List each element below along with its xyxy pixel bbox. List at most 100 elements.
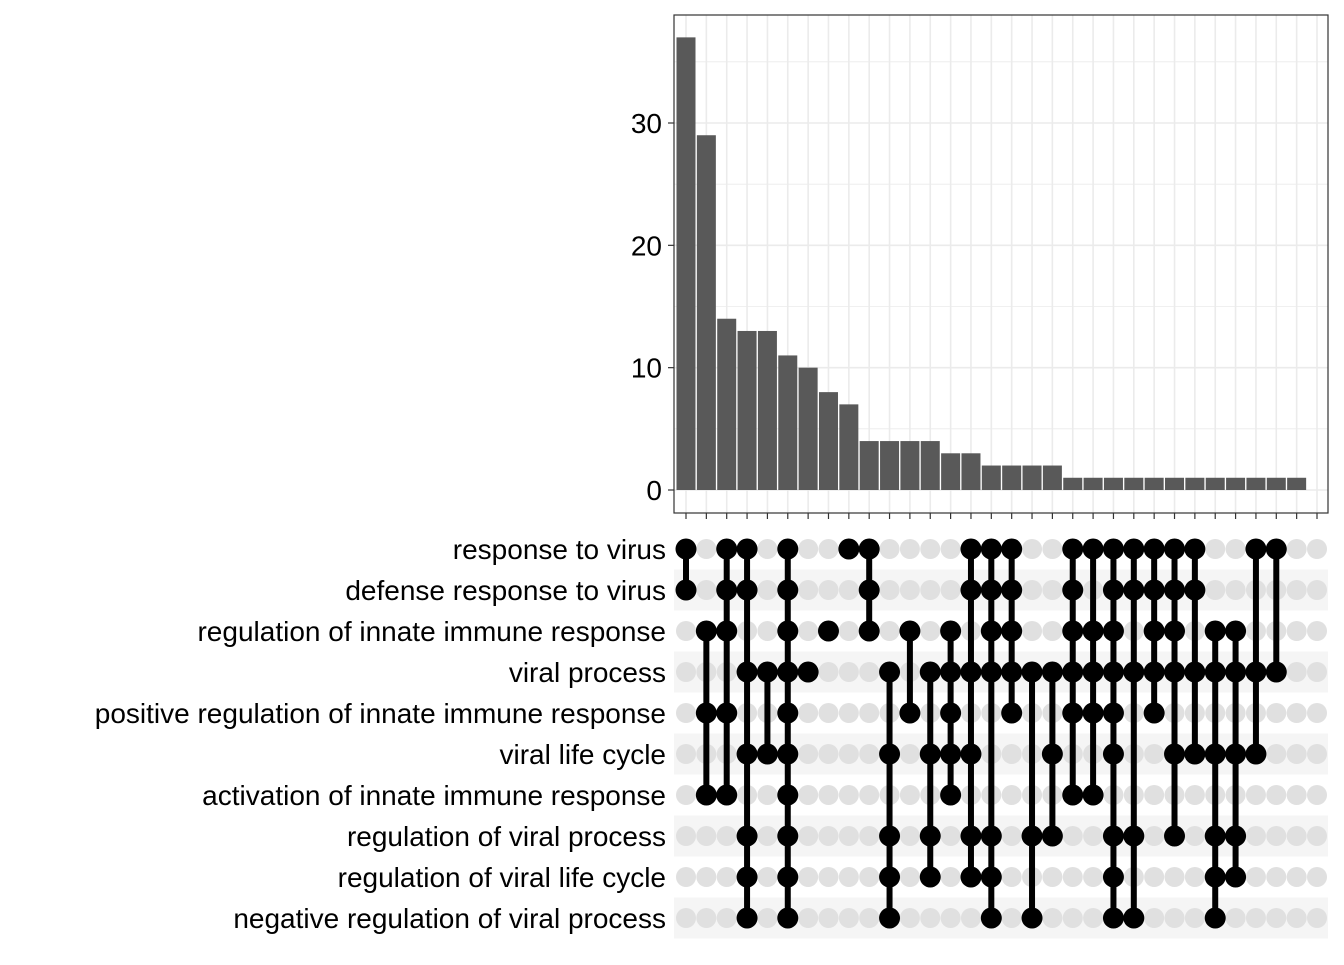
- matrix-dot-active: [1204, 825, 1226, 847]
- matrix-dot-inactive: [1286, 867, 1307, 887]
- set-label: regulation of viral life cycle: [338, 862, 666, 893]
- matrix-dot-active: [1164, 538, 1186, 560]
- matrix-dot-inactive: [899, 826, 920, 846]
- bar: [1103, 477, 1123, 490]
- matrix-dot-active: [1164, 661, 1186, 683]
- matrix-dot-active: [1123, 825, 1145, 847]
- matrix-dot-inactive: [696, 908, 717, 928]
- matrix-dot-active: [736, 907, 758, 929]
- matrix-dot-active: [716, 538, 738, 560]
- matrix-dot-active: [940, 702, 962, 724]
- y-tick-label: 20: [631, 230, 662, 261]
- matrix-dot-inactive: [696, 539, 717, 559]
- matrix-dot-inactive: [676, 785, 696, 805]
- matrix-dot-active: [736, 866, 758, 888]
- matrix-dot-active: [858, 620, 880, 642]
- matrix-dot-active: [1164, 620, 1186, 642]
- matrix-dot-inactive: [1307, 621, 1327, 641]
- matrix-dot-inactive: [798, 744, 819, 764]
- matrix-dot-inactive: [1286, 826, 1307, 846]
- matrix-dot-inactive: [1144, 826, 1165, 846]
- bar: [1042, 465, 1062, 490]
- matrix-dot-inactive: [798, 621, 819, 641]
- set-label: regulation of viral process: [347, 821, 666, 852]
- y-tick-label: 0: [646, 475, 662, 506]
- matrix-dot-inactive: [1042, 867, 1063, 887]
- bar: [676, 37, 696, 490]
- matrix-dot-inactive: [1205, 539, 1226, 559]
- matrix-dot-active: [1082, 538, 1104, 560]
- matrix-dot-active: [736, 825, 758, 847]
- bar: [1246, 477, 1266, 490]
- matrix-dot-inactive: [1307, 908, 1327, 928]
- matrix-dot-inactive: [920, 580, 941, 600]
- matrix-dot-active: [1204, 620, 1226, 642]
- matrix-dot-inactive: [818, 744, 839, 764]
- matrix-dot-active: [736, 538, 758, 560]
- matrix-dot-active: [777, 702, 799, 724]
- bar: [961, 453, 981, 490]
- bar: [1226, 477, 1246, 490]
- matrix-dot-active: [879, 825, 901, 847]
- matrix-dot-inactive: [818, 867, 839, 887]
- matrix-dot-inactive: [1307, 662, 1327, 682]
- matrix-dot-active: [1204, 743, 1226, 765]
- matrix-dot-active: [940, 661, 962, 683]
- matrix-dot-active: [1062, 702, 1084, 724]
- matrix-dot-inactive: [838, 580, 859, 600]
- matrix-dot-inactive: [838, 621, 859, 641]
- matrix-dot-active: [1001, 579, 1023, 601]
- matrix-dot-inactive: [1001, 826, 1022, 846]
- matrix-dot-inactive: [1001, 867, 1022, 887]
- matrix-dot-inactive: [1286, 908, 1307, 928]
- set-label: viral life cycle: [500, 739, 666, 770]
- matrix-dot-active: [777, 620, 799, 642]
- matrix-dot-inactive: [920, 621, 941, 641]
- matrix-dot-inactive: [838, 785, 859, 805]
- matrix-dot-inactive: [798, 908, 819, 928]
- matrix-dot-inactive: [1001, 744, 1022, 764]
- matrix-dot-inactive: [757, 539, 778, 559]
- matrix-dot-inactive: [899, 539, 920, 559]
- matrix-dot-active: [716, 784, 738, 806]
- matrix-dot-inactive: [1144, 744, 1165, 764]
- bar: [798, 367, 818, 490]
- y-tick-label: 30: [631, 108, 662, 139]
- set-label: negative regulation of viral process: [233, 903, 666, 934]
- matrix-dot-inactive: [676, 703, 696, 723]
- matrix-dot-active: [1102, 743, 1124, 765]
- matrix-dot-active: [1245, 538, 1267, 560]
- bar: [1083, 477, 1103, 490]
- matrix-dot-inactive: [676, 826, 696, 846]
- matrix-dot-inactive: [859, 662, 880, 682]
- matrix-dot-active: [960, 661, 982, 683]
- matrix-dot-active: [1143, 661, 1165, 683]
- matrix-dot-inactive: [1022, 539, 1043, 559]
- matrix-dot-inactive: [899, 580, 920, 600]
- matrix-dot-active: [1123, 538, 1145, 560]
- bar: [1022, 465, 1042, 490]
- matrix-dot-active: [1102, 661, 1124, 683]
- matrix-dot-active: [940, 784, 962, 806]
- matrix-dot-active: [1123, 661, 1145, 683]
- matrix-dot-inactive: [696, 867, 717, 887]
- matrix-dot-active: [1102, 579, 1124, 601]
- bar: [1144, 477, 1164, 490]
- matrix-dot-inactive: [1022, 580, 1043, 600]
- matrix-dot-active: [960, 866, 982, 888]
- matrix-dot-active: [1021, 661, 1043, 683]
- matrix-dot-inactive: [940, 867, 961, 887]
- matrix-dot-active: [777, 907, 799, 929]
- matrix-dot-inactive: [920, 908, 941, 928]
- matrix-dot-active: [1143, 702, 1165, 724]
- matrix-dot-inactive: [1164, 867, 1185, 887]
- bar: [859, 441, 879, 490]
- matrix-dot-inactive: [798, 703, 819, 723]
- matrix-dot-active: [1102, 866, 1124, 888]
- matrix-dot-inactive: [1042, 908, 1063, 928]
- matrix-dot-active: [879, 866, 901, 888]
- matrix-dot-inactive: [1286, 744, 1307, 764]
- bar: [1185, 477, 1205, 490]
- matrix-dot-active: [1082, 661, 1104, 683]
- matrix-dot-inactive: [818, 908, 839, 928]
